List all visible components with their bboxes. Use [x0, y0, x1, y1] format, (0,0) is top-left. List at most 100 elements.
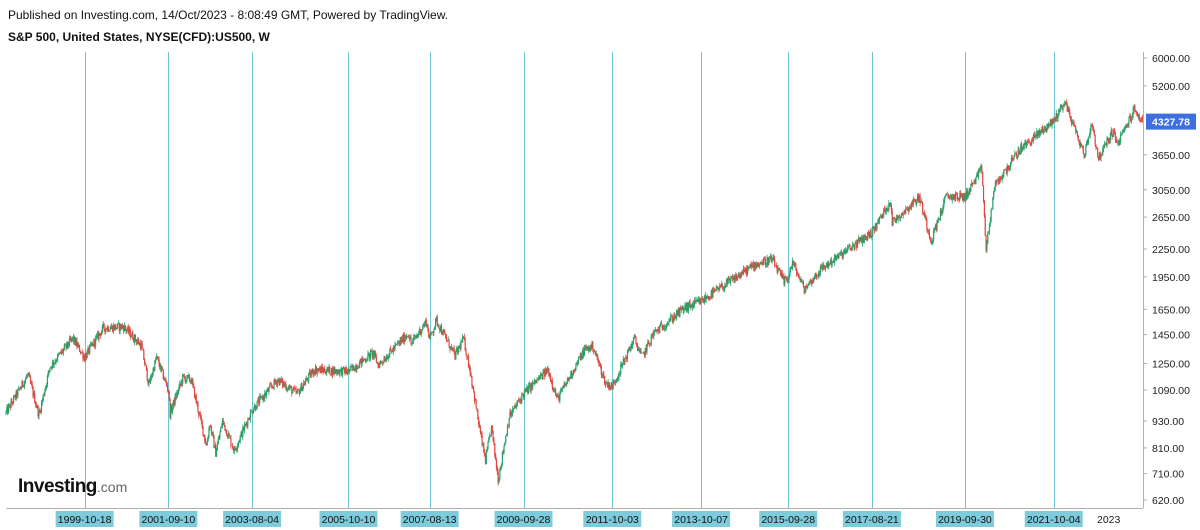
candle	[768, 256, 770, 266]
candle	[372, 350, 374, 361]
candle-body	[828, 263, 830, 267]
candle-body	[500, 467, 502, 470]
candle	[610, 381, 613, 390]
candle-body	[57, 354, 60, 355]
y-tick-label: 810.00	[1152, 443, 1184, 455]
candle	[769, 253, 772, 260]
candle	[1053, 117, 1055, 124]
candle	[218, 435, 220, 440]
candle-body	[361, 357, 363, 365]
candle	[53, 362, 55, 369]
candle	[8, 403, 10, 408]
candle	[285, 381, 287, 391]
candle	[982, 171, 984, 186]
candle	[24, 380, 26, 390]
candle	[81, 348, 83, 353]
candle	[501, 451, 503, 467]
candle-body	[92, 343, 94, 347]
candle	[905, 207, 908, 210]
candle	[1063, 102, 1065, 107]
candle-body	[807, 283, 810, 286]
y-tick-label: 1950.00	[1152, 272, 1190, 284]
candle-body	[1084, 154, 1086, 158]
candle	[119, 323, 121, 335]
candle-body	[84, 356, 86, 361]
candle-body	[435, 317, 438, 319]
candle	[68, 335, 71, 348]
candle	[430, 331, 432, 336]
candle	[697, 298, 699, 302]
candle-body	[444, 332, 446, 335]
candle-body	[519, 399, 521, 401]
candle-body	[24, 379, 27, 382]
date-label: 2017-08-21	[845, 514, 899, 526]
candle-body	[360, 358, 362, 365]
candle-body	[98, 333, 100, 340]
candle	[928, 228, 931, 240]
candle	[314, 369, 316, 376]
candle-body	[110, 327, 112, 330]
candle-body	[517, 400, 520, 402]
candle-body	[647, 341, 649, 345]
candle	[802, 280, 805, 288]
candle-body	[60, 351, 62, 354]
candle-body	[926, 219, 928, 230]
candle	[396, 343, 398, 345]
candle-body	[984, 216, 986, 236]
candle	[393, 345, 395, 352]
candle	[1138, 112, 1140, 121]
candle-body	[955, 192, 958, 194]
candle	[511, 406, 514, 417]
candle	[158, 356, 160, 368]
candle	[659, 321, 662, 328]
candle	[566, 377, 569, 385]
candle-body	[30, 382, 32, 385]
candle	[1043, 125, 1046, 134]
candle	[825, 262, 827, 269]
candle	[172, 399, 175, 410]
candle	[203, 434, 205, 438]
candle	[441, 331, 443, 336]
candle-body	[601, 374, 603, 376]
candle-body	[560, 389, 563, 391]
candle	[238, 439, 240, 444]
candle-body	[1102, 148, 1104, 155]
candle-body	[203, 434, 205, 436]
candle-body	[719, 285, 722, 287]
candle	[1118, 139, 1120, 147]
candle-body	[189, 380, 191, 382]
candle	[268, 386, 270, 396]
candle	[774, 255, 776, 268]
candle	[1105, 141, 1107, 147]
candle	[1098, 152, 1100, 161]
candle-body	[443, 329, 445, 333]
candle	[807, 284, 809, 290]
candle	[1135, 110, 1138, 116]
candle	[299, 386, 301, 394]
candle	[497, 468, 499, 486]
candle-body	[646, 344, 648, 352]
candle	[95, 333, 98, 341]
date-label-box	[759, 511, 818, 527]
candle	[411, 343, 413, 347]
candle	[1097, 147, 1099, 159]
candle-body	[503, 445, 505, 453]
candle-body	[999, 177, 1002, 179]
candle	[25, 374, 27, 380]
candle-body	[582, 349, 585, 356]
candle	[857, 235, 859, 243]
candle	[1129, 112, 1131, 119]
candle	[267, 386, 269, 392]
candle-body	[251, 410, 253, 414]
candle-body	[310, 373, 312, 377]
candle-body	[272, 386, 274, 389]
candle	[308, 372, 310, 385]
candle-body	[384, 358, 386, 362]
candle	[1012, 157, 1014, 162]
candle	[821, 264, 823, 272]
candle-body	[982, 172, 984, 186]
candle-body	[1131, 114, 1133, 118]
candle	[887, 207, 889, 212]
candle	[115, 323, 117, 331]
